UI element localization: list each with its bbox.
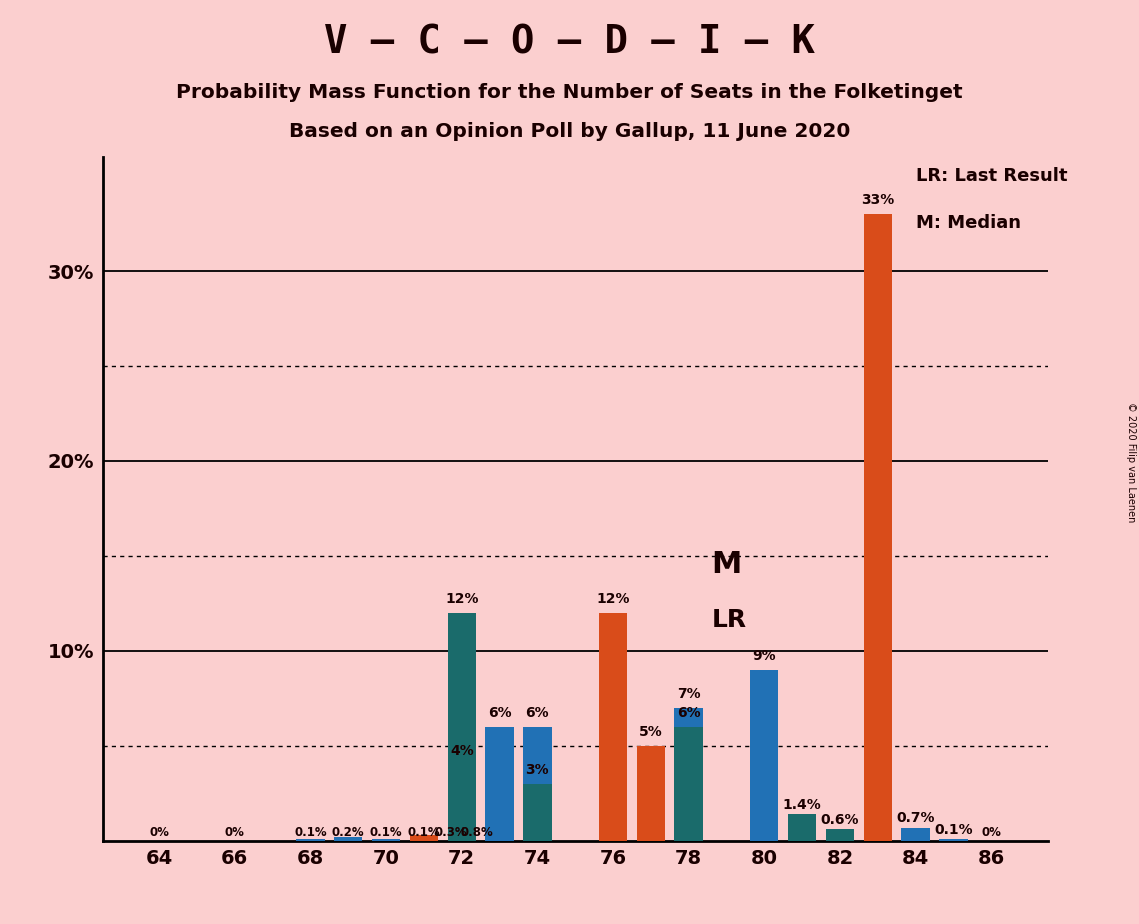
- Bar: [826, 830, 854, 841]
- Bar: [751, 670, 778, 841]
- Text: 7%: 7%: [677, 687, 700, 701]
- Text: 0%: 0%: [149, 826, 170, 839]
- Text: 0.8%: 0.8%: [460, 826, 493, 839]
- Text: 0.6%: 0.6%: [820, 813, 859, 827]
- Text: 4%: 4%: [450, 744, 474, 759]
- Text: 12%: 12%: [596, 592, 630, 606]
- Bar: [296, 839, 325, 841]
- Text: M: M: [712, 550, 741, 578]
- Text: 3%: 3%: [525, 763, 549, 777]
- Text: Based on an Opinion Poll by Gallup, 11 June 2020: Based on an Opinion Poll by Gallup, 11 J…: [289, 122, 850, 141]
- Text: 5%: 5%: [639, 725, 663, 739]
- Bar: [334, 837, 362, 841]
- Text: 6%: 6%: [677, 706, 700, 720]
- Text: 0.3%: 0.3%: [434, 826, 467, 839]
- Text: 0.1%: 0.1%: [408, 826, 441, 839]
- Text: LR: Last Result: LR: Last Result: [916, 166, 1067, 185]
- Bar: [901, 828, 929, 841]
- Text: 0%: 0%: [981, 826, 1001, 839]
- Bar: [485, 727, 514, 841]
- Bar: [523, 784, 551, 841]
- Bar: [674, 708, 703, 841]
- Bar: [448, 765, 476, 841]
- Bar: [637, 746, 665, 841]
- Text: 6%: 6%: [487, 706, 511, 720]
- Text: 0.2%: 0.2%: [331, 826, 364, 839]
- Text: 33%: 33%: [861, 193, 894, 207]
- Bar: [523, 727, 551, 841]
- Bar: [448, 826, 476, 841]
- Bar: [788, 814, 817, 841]
- Text: 0.1%: 0.1%: [370, 826, 402, 839]
- Bar: [448, 613, 476, 841]
- Text: Probability Mass Function for the Number of Seats in the Folketinget: Probability Mass Function for the Number…: [177, 83, 962, 103]
- Text: 0.7%: 0.7%: [896, 811, 935, 825]
- Text: 0.1%: 0.1%: [294, 826, 327, 839]
- Text: 0%: 0%: [224, 826, 245, 839]
- Text: © 2020 Filip van Laenen: © 2020 Filip van Laenen: [1125, 402, 1136, 522]
- Bar: [599, 613, 628, 841]
- Text: 9%: 9%: [753, 650, 776, 663]
- Text: V – C – O – D – I – K: V – C – O – D – I – K: [325, 23, 814, 61]
- Bar: [674, 727, 703, 841]
- Text: 6%: 6%: [525, 706, 549, 720]
- Text: M: Median: M: Median: [916, 214, 1021, 232]
- Text: LR: LR: [712, 608, 746, 632]
- Bar: [410, 835, 439, 841]
- Text: 0.1%: 0.1%: [934, 822, 973, 836]
- Bar: [372, 839, 400, 841]
- Bar: [940, 839, 967, 841]
- Text: 1.4%: 1.4%: [782, 798, 821, 812]
- Bar: [826, 830, 854, 841]
- Text: 12%: 12%: [445, 592, 478, 606]
- Bar: [863, 214, 892, 841]
